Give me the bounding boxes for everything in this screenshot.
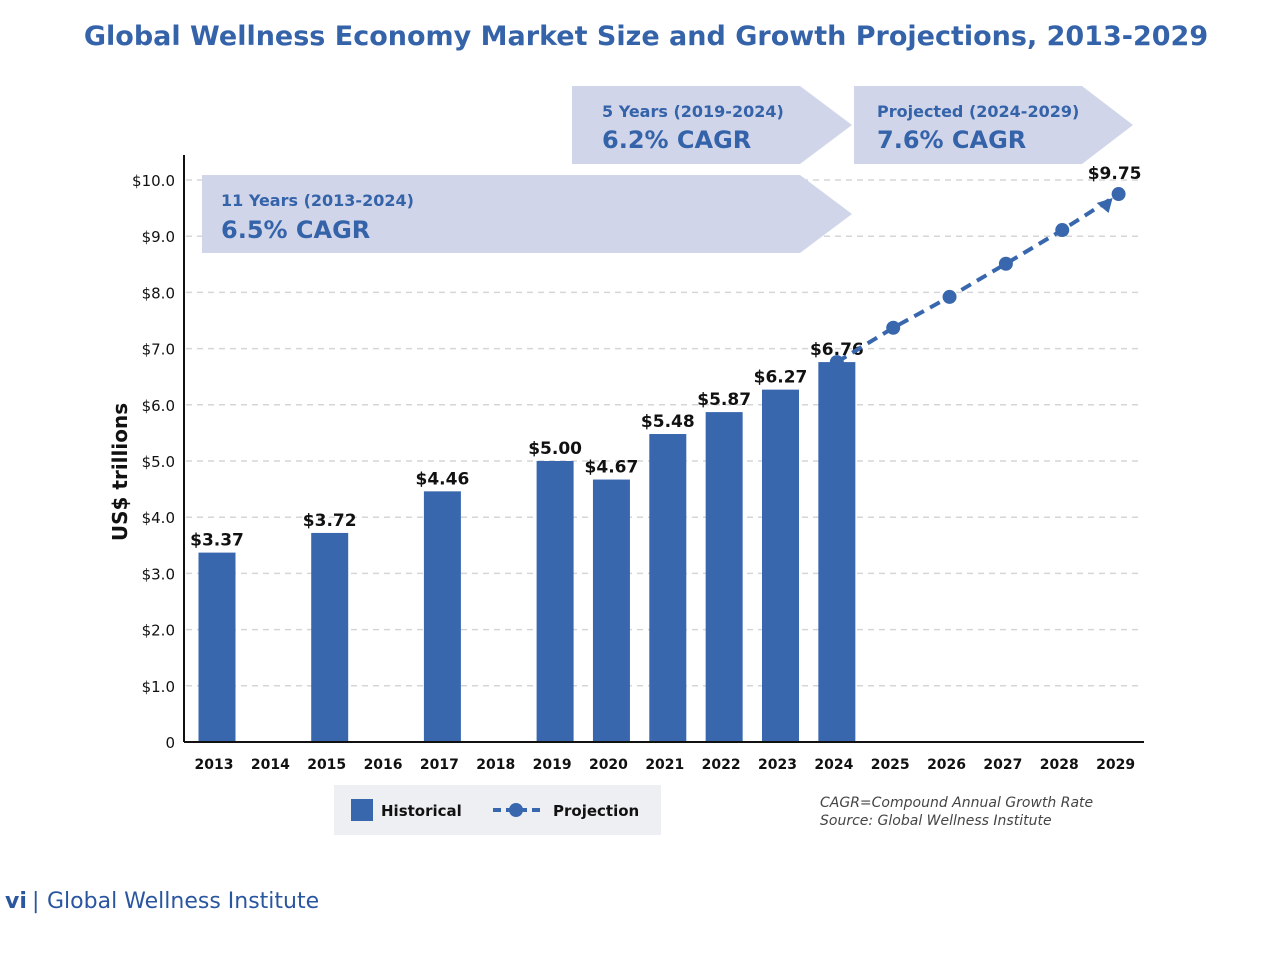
legend-marker-projection <box>509 803 523 817</box>
data-label-2023: $6.27 <box>754 368 808 388</box>
banner-period: 11 Years (2013-2024) <box>221 191 414 210</box>
projection-path <box>835 192 1120 364</box>
bar-2019 <box>536 461 574 742</box>
y-tick-label: $1.0 <box>142 678 175 696</box>
legend-label-projection: Projection <box>553 802 639 820</box>
data-label-2022: $5.87 <box>697 390 751 410</box>
projection-point-2024 <box>829 355 844 370</box>
y-tick-label: $3.0 <box>142 565 175 583</box>
footer-org: Global Wellness Institute <box>47 889 319 914</box>
x-tick-label: 2014 <box>251 757 290 773</box>
projection-arrowhead-icon <box>1096 198 1113 214</box>
bars: $3.37 $3.72 $4.46 $5.00$4.67 $5.48$5.87$6.27… <box>190 340 864 742</box>
cagr-banner-11-years: 11 Years (2013-2024) 6.5% CAGR <box>202 175 852 253</box>
projection-point-2028 <box>1055 223 1070 238</box>
x-axis-ticks: 2013 2014 2015 2016 2017 2018 2019 2020 2021 2022… <box>195 757 1136 773</box>
y-tick-label: $8.0 <box>142 284 175 302</box>
bar-2022 <box>705 412 743 742</box>
y-tick-label: $10.0 <box>132 172 175 190</box>
legend-swatch-historical <box>351 799 373 821</box>
bar-2017 <box>423 491 461 742</box>
x-tick-label: 2021 <box>645 757 684 773</box>
x-tick-label: 2024 <box>814 757 853 773</box>
cagr-banner-5-years: 5 Years (2019-2024) 6.2% CAGR <box>572 86 852 164</box>
banner-value: 7.6% CAGR <box>877 126 1026 154</box>
data-label-2013: $3.37 <box>190 531 244 551</box>
banner-value: 6.5% CAGR <box>221 216 370 244</box>
y-tick-label: $2.0 <box>142 622 175 640</box>
bar-2020 <box>592 479 630 742</box>
x-tick-label: 2019 <box>533 757 572 773</box>
legend: Historical Projection <box>334 785 661 835</box>
data-label-2024: $6.76 <box>810 340 864 360</box>
banner-period: 5 Years (2019-2024) <box>602 102 784 121</box>
projection-line: $9.75 <box>829 164 1142 370</box>
projection-point-2025 <box>886 320 901 335</box>
x-tick-label: 2016 <box>364 757 403 773</box>
projection-point-2026 <box>942 289 957 304</box>
x-tick-label: 2025 <box>871 757 910 773</box>
x-tick-label: 2018 <box>476 757 515 773</box>
data-label-2029: $9.75 <box>1088 164 1142 184</box>
y-tick-label: $7.0 <box>142 341 175 359</box>
y-axis-label: US$ trillions <box>108 403 132 541</box>
x-tick-label: 2017 <box>420 757 459 773</box>
footer: vi | Global Wellness Institute <box>5 889 319 914</box>
y-tick-label: 0 <box>165 734 175 752</box>
cagr-banner-projected: Projected (2024-2029) 7.6% CAGR <box>854 86 1133 164</box>
projection-point-2029 <box>1111 187 1126 202</box>
x-tick-label: 2028 <box>1040 757 1079 773</box>
banner-period: Projected (2024-2029) <box>877 102 1079 121</box>
y-tick-label: $5.0 <box>142 453 175 471</box>
data-label-2021: $5.48 <box>641 412 695 432</box>
y-axis-ticks: 0 $1.0 $2.0 $3.0 $4.0 $5.0 $6.0 $7.0 $8.0 $9.0 $10… <box>132 172 175 752</box>
x-tick-label: 2023 <box>758 757 797 773</box>
projection-point-2027 <box>998 256 1013 271</box>
bar-2024 <box>818 362 856 742</box>
note-cagr-definition: CAGR=Compound Annual Growth Rate <box>820 795 1093 811</box>
x-tick-label: 2013 <box>195 757 234 773</box>
note-source: Source: Global Wellness Institute <box>820 813 1052 829</box>
data-label-2020: $4.67 <box>585 458 639 478</box>
bar-2015 <box>311 532 349 742</box>
y-tick-label: $6.0 <box>142 397 175 415</box>
y-tick-label: $9.0 <box>142 228 175 246</box>
y-tick-label: $4.0 <box>142 509 175 527</box>
x-tick-label: 2027 <box>983 757 1022 773</box>
bar-2021 <box>649 434 687 742</box>
banner-value: 6.2% CAGR <box>602 126 751 154</box>
legend-label-historical: Historical <box>381 802 462 820</box>
data-label-2017: $4.46 <box>416 469 470 489</box>
data-label-2019: $5.00 <box>528 439 582 459</box>
data-label-2015: $3.72 <box>303 511 357 531</box>
bar-2023 <box>762 389 799 742</box>
x-tick-label: 2026 <box>927 757 966 773</box>
chart-title: Global Wellness Economy Market Size and … <box>84 21 1208 52</box>
x-tick-label: 2015 <box>307 757 346 773</box>
bar-2013 <box>198 552 236 742</box>
footer-separator: | <box>32 889 39 914</box>
page-number: vi <box>5 889 27 914</box>
x-tick-label: 2022 <box>702 757 741 773</box>
x-tick-label: 2029 <box>1096 757 1135 773</box>
x-tick-label: 2020 <box>589 757 628 773</box>
